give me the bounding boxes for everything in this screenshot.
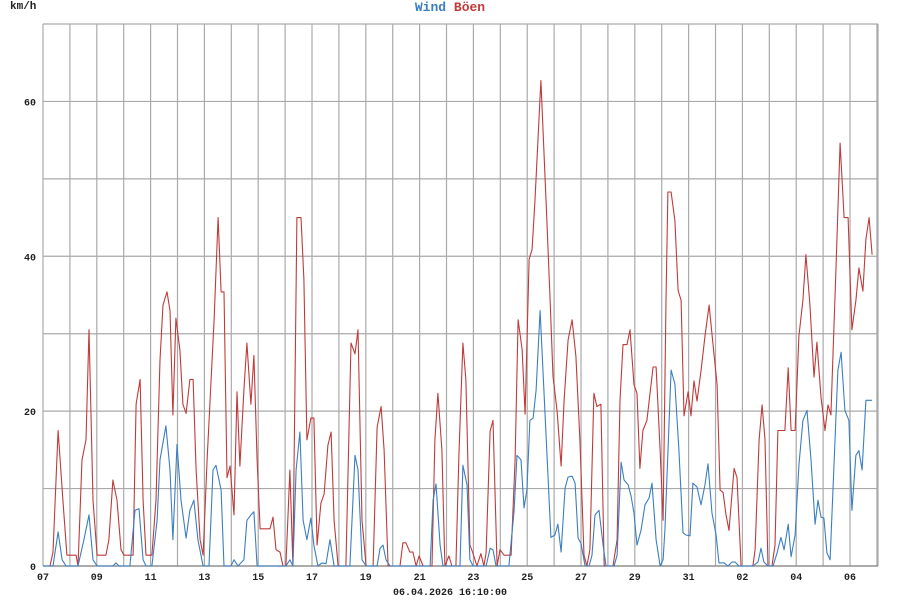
x-tick-label: 13 <box>198 573 210 584</box>
y-tick-label: 60 <box>24 98 36 109</box>
y-tick-label: 20 <box>24 408 36 419</box>
x-tick-label: 27 <box>575 573 587 584</box>
x-tick-label: 17 <box>306 573 318 584</box>
x-tick-label: 23 <box>467 573 479 584</box>
x-tick-label: 31 <box>683 573 695 584</box>
x-tick-label: 21 <box>414 573 426 584</box>
x-tick-label: 02 <box>736 573 748 584</box>
x-tick-label: 11 <box>145 573 157 584</box>
x-tick-label: 09 <box>91 573 103 584</box>
x-tick-label: 07 <box>37 573 49 584</box>
x-tick-label: 19 <box>360 573 372 584</box>
legend-wind: Wind <box>414 0 447 15</box>
legend-gust: Böen <box>453 0 486 15</box>
series-line-gust <box>43 79 873 567</box>
y-tick-label: 0 <box>30 563 36 574</box>
timestamp-label: 06.04.2026 16:10:00 <box>392 588 508 599</box>
y-tick-label: 40 <box>24 253 36 264</box>
x-tick-label: 06 <box>844 573 856 584</box>
chart-title: Wind Böen <box>0 0 900 15</box>
series-line-wind <box>43 309 873 567</box>
y-axis-unit-label: km/h <box>10 1 37 13</box>
x-tick-label: 25 <box>521 573 533 584</box>
x-tick-label: 29 <box>629 573 641 584</box>
x-tick-label: 15 <box>252 573 264 584</box>
x-tick-label: 04 <box>790 573 802 584</box>
